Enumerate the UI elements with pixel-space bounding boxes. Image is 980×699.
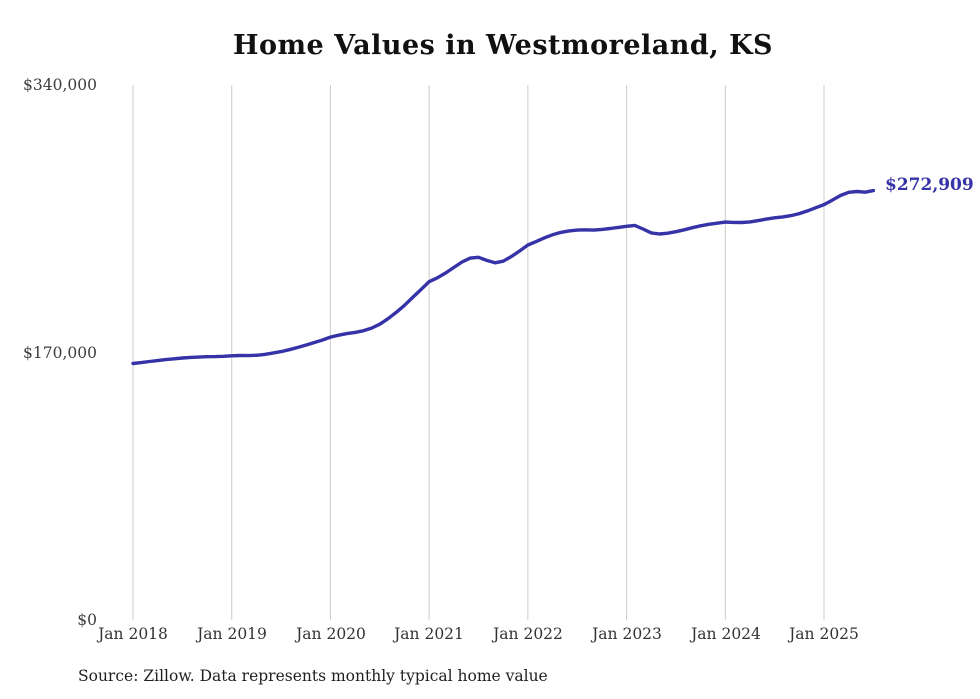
source-note: Source: Zillow. Data represents monthly … [78,667,548,685]
y-axis-label-170000: $170,000 [23,344,97,362]
x-axis-label-jan-2018: Jan 2018 [98,625,168,643]
x-axis-label-jan-2025: Jan 2025 [789,625,859,643]
y-axis-label-340000: $340,000 [23,76,97,94]
x-axis-label-jan-2020: Jan 2020 [296,625,366,643]
home-value-line-series [131,188,876,366]
x-axis-label-jan-2024: Jan 2024 [691,625,761,643]
x-axis-label-jan-2023: Jan 2023 [592,625,662,643]
x-axis-label-jan-2022: Jan 2022 [493,625,563,643]
chart-title: Home Values in Westmoreland, KS [232,30,774,61]
y-axis-label-0: $0 [77,611,97,629]
final-value-label: $272,909 [885,175,974,195]
x-axis-label-jan-2021: Jan 2021 [394,625,464,643]
x-axis-label-jan-2019: Jan 2019 [197,625,267,643]
year-gridlines [132,85,825,620]
